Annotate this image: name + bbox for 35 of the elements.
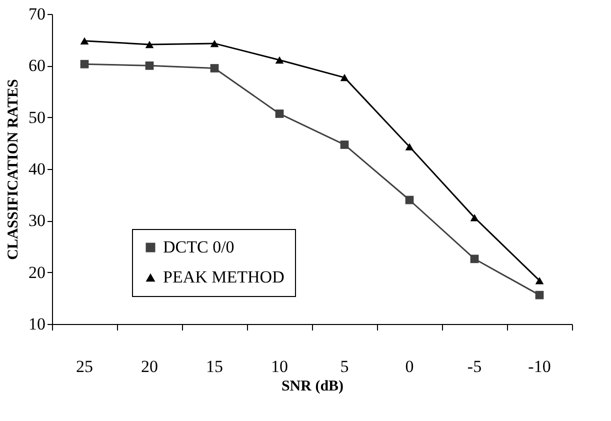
point bbox=[80, 60, 89, 68]
x-tick-label: 20 bbox=[141, 357, 158, 376]
point bbox=[470, 214, 479, 222]
point bbox=[210, 40, 219, 48]
y-tick-label: 70 bbox=[28, 4, 46, 24]
point bbox=[145, 61, 154, 70]
y-axis-title: CLASSIFICATION RATES bbox=[6, 79, 22, 260]
x-tick-label: 5 bbox=[340, 357, 349, 376]
point bbox=[210, 64, 219, 72]
x-tick-label: 15 bbox=[206, 357, 223, 376]
point bbox=[340, 74, 349, 82]
y-tick-label: 50 bbox=[28, 108, 46, 127]
x-tick-label: 25 bbox=[76, 357, 93, 376]
x-axis-title: SNR (dB) bbox=[281, 378, 344, 394]
legend-label: DCTC 0/0 bbox=[163, 238, 234, 256]
y-tick-label: 60 bbox=[28, 56, 46, 76]
point bbox=[275, 56, 284, 64]
x-tick-label: 0 bbox=[405, 357, 414, 376]
point bbox=[405, 143, 414, 150]
y-tick-label: 40 bbox=[28, 160, 46, 178]
x-tick-label: -5 bbox=[467, 357, 482, 376]
point bbox=[340, 140, 349, 149]
point bbox=[145, 40, 154, 48]
legend-label: PEAK METHOD bbox=[163, 268, 284, 286]
point bbox=[470, 254, 479, 264]
point bbox=[535, 276, 544, 284]
y-tick-label: 20 bbox=[28, 262, 46, 282]
y-tick-label: 10 bbox=[28, 314, 46, 334]
x-tick-label: -10 bbox=[528, 357, 551, 376]
y-tick-label: 30 bbox=[28, 211, 46, 230]
point bbox=[80, 37, 89, 44]
point bbox=[405, 196, 414, 204]
point bbox=[275, 110, 284, 118]
x-tick-label: 10 bbox=[271, 357, 288, 376]
point bbox=[535, 290, 544, 300]
